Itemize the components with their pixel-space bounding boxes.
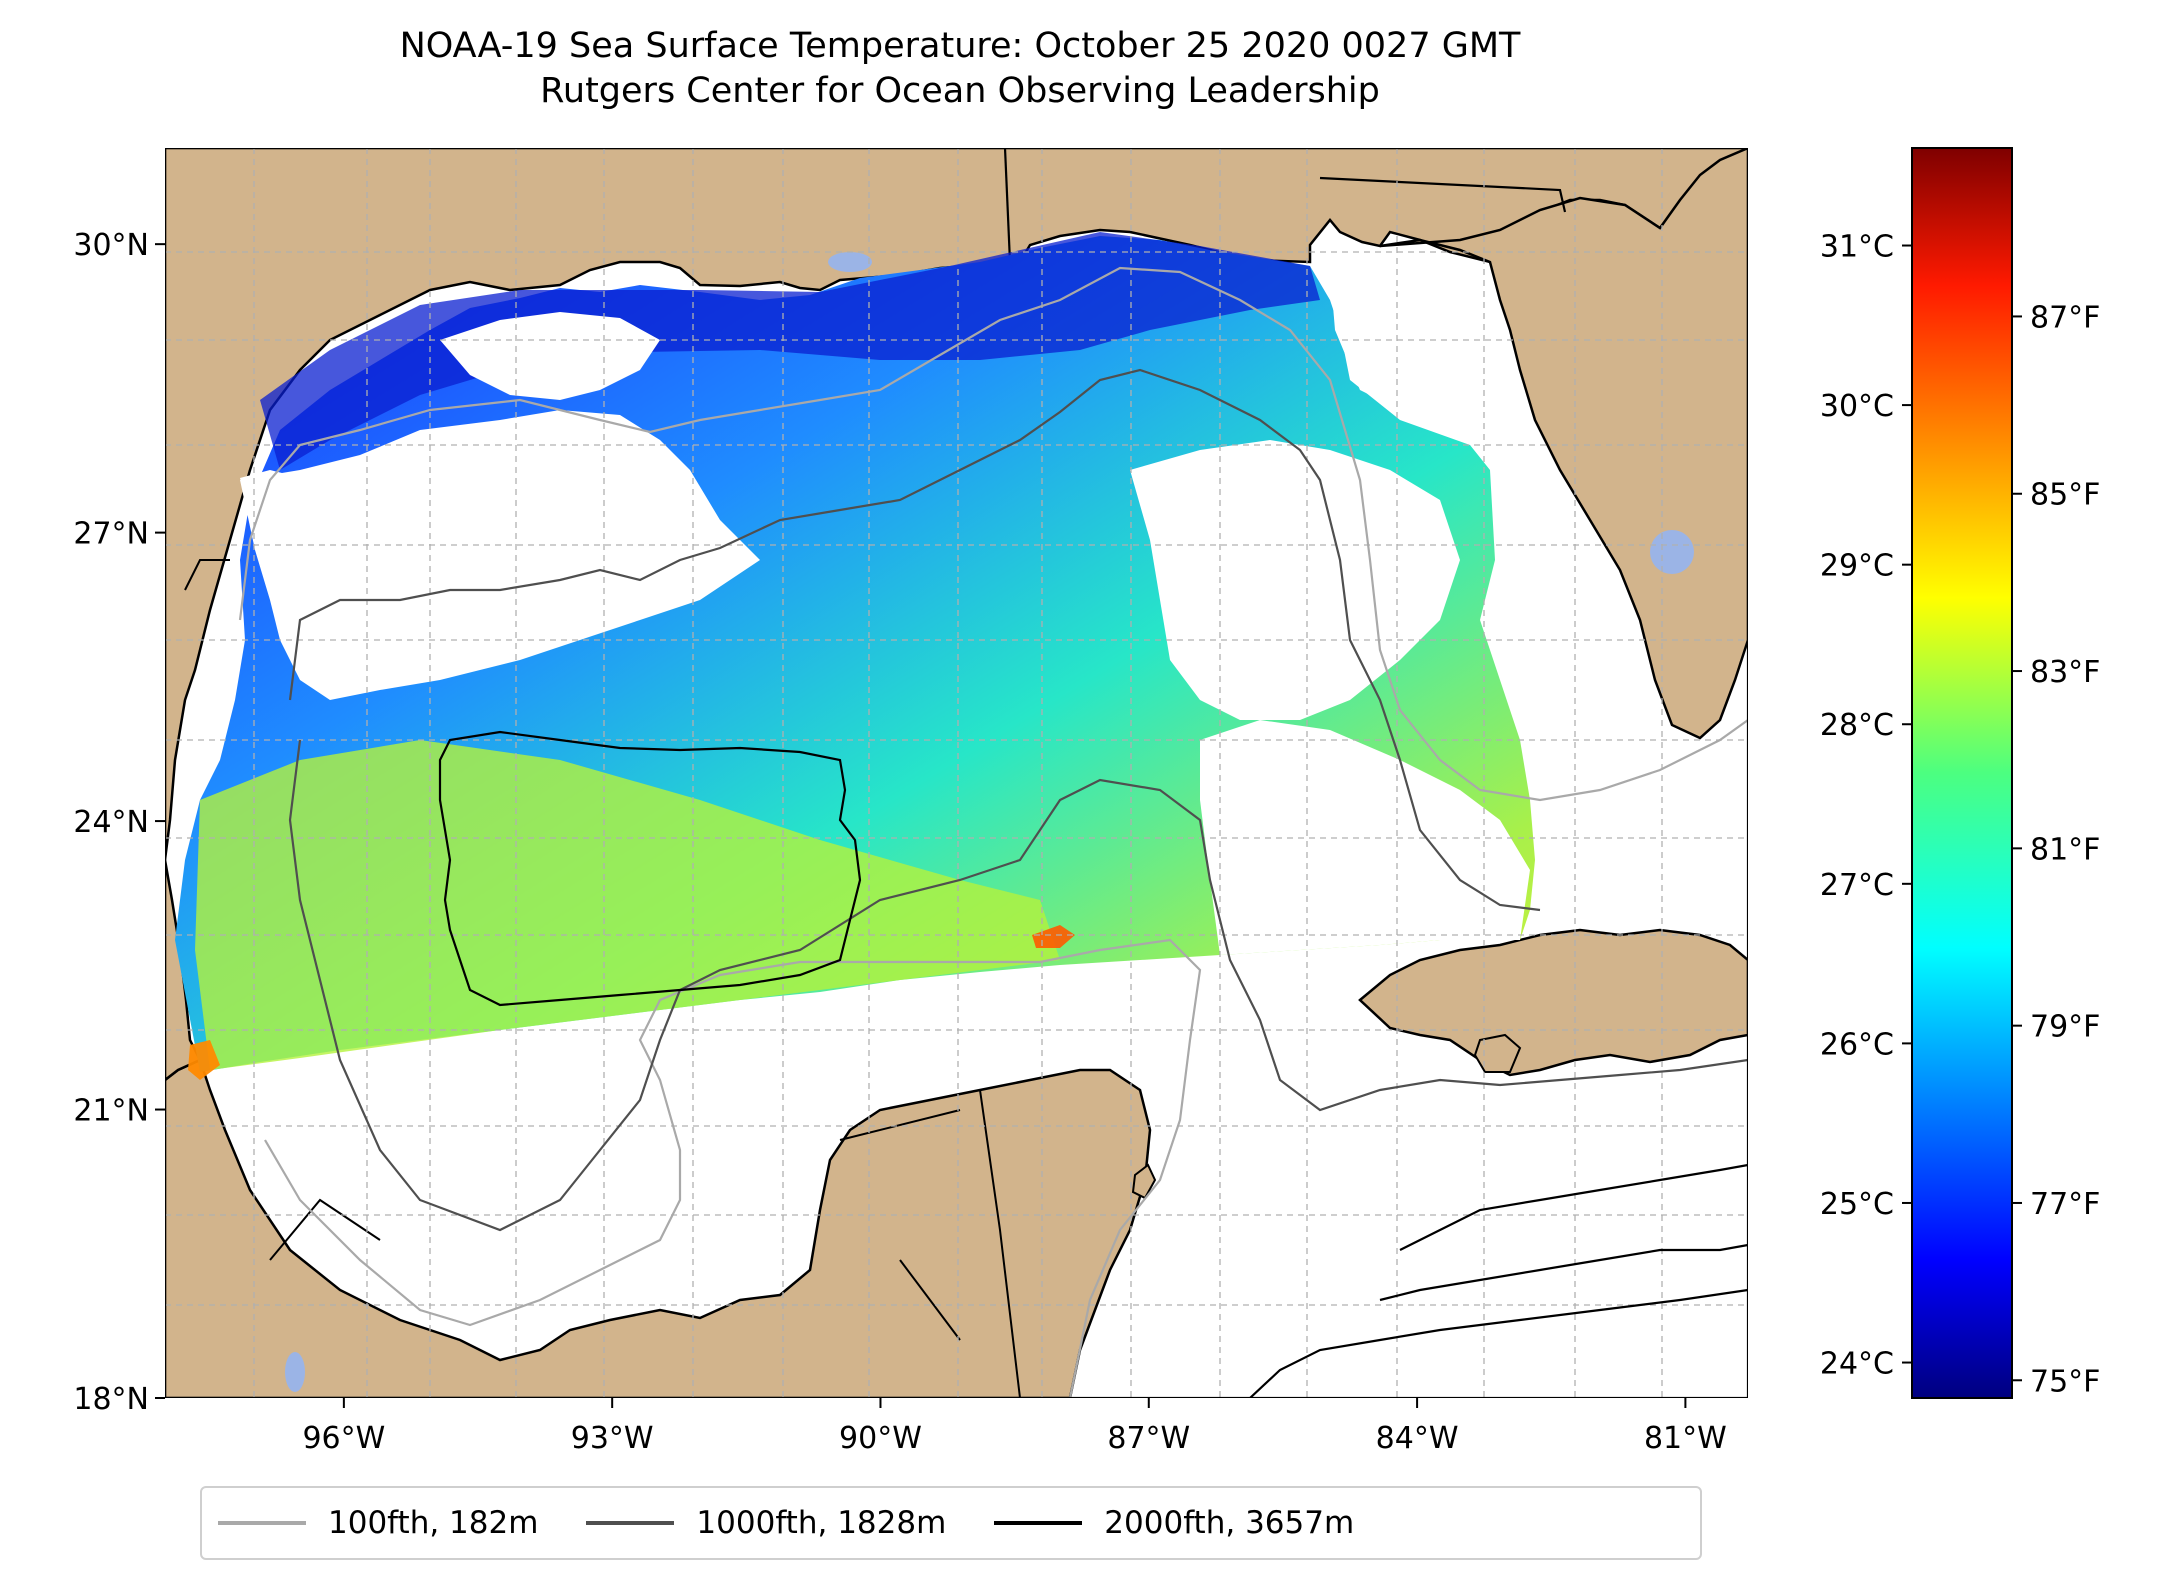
legend-line-swatch (994, 1521, 1083, 1525)
sst-swath-layer (175, 232, 1535, 1080)
lon-tick-label: 96°W (302, 1421, 385, 1456)
contour-legend: 100fth, 182m 1000fth, 1828m 2000fth, 3657m (200, 1486, 1702, 1560)
isobath-100fth (238, 266, 1748, 1398)
latitude-axis: 30°N 27°N 24°N 21°N 18°N (73, 228, 165, 1417)
isobath-1000fth (288, 368, 1748, 1232)
colorbar-c-label: 26°C (1820, 1027, 1894, 1062)
cozumel-land (1131, 1163, 1157, 1200)
colorbar-c-label: 24°C (1820, 1347, 1894, 1382)
country-border-us-mexico (184, 559, 230, 591)
colorbar-c-label: 25°C (1820, 1187, 1894, 1222)
title-line-2: Rutgers Center for Ocean Observing Leade… (540, 71, 1380, 111)
lon-tick-label: 84°W (1376, 1421, 1459, 1456)
state-border-ms (1003, 148, 1012, 263)
colorbar-f-label: 81°F (2030, 832, 2100, 867)
state-borders-mexico (269, 1089, 1021, 1398)
colorbar-f-label: 83°F (2030, 655, 2100, 690)
legend-entry: 1000fth, 1828m (586, 1505, 946, 1541)
colorbar-gradient (1911, 147, 2013, 1399)
colorbar-c-label: 29°C (1820, 549, 1894, 584)
lake-okeechobee (1650, 530, 1694, 574)
chart-title: NOAA-19 Sea Surface Temperature: October… (160, 24, 1760, 114)
lat-tick-label: 18°N (73, 1382, 149, 1417)
cloud-gap-west (240, 410, 760, 700)
bathymetry-contours (238, 266, 1748, 1398)
legend-line-swatch (586, 1521, 675, 1525)
colorbar: 31°C 30°C 29°C 28°C 27°C 26°C 25°C 24°C 87°F 85°… (1820, 147, 2100, 1399)
legend-entry: 2000fth, 3657m (994, 1505, 1354, 1541)
cloud-gap-northeast (1130, 440, 1460, 720)
colorbar-c-label: 30°C (1820, 389, 1894, 424)
colorbar-f-label: 87°F (2030, 300, 2100, 335)
colorbar-c-label: 31°C (1820, 230, 1894, 265)
lon-tick-label: 90°W (839, 1421, 922, 1456)
sst-coastal-cold-band (260, 232, 1320, 470)
legend-label: 100fth, 182m (328, 1505, 539, 1541)
isobath-2000fth (438, 730, 1748, 1398)
lat-tick-label: 27°N (73, 517, 149, 552)
lake-pontchartrain (828, 252, 872, 272)
mexico-west-coast-land (165, 859, 202, 1082)
florida-peninsula-land (1379, 148, 1748, 740)
sst-hot-spot-coast (188, 1040, 220, 1080)
colorbar-f-label: 75°F (2030, 1364, 2100, 1399)
isla-de-la-juventud-land (1473, 1033, 1522, 1073)
lon-tick-label: 93°W (571, 1421, 654, 1456)
sst-warm-patch-south (195, 740, 1060, 1070)
legend-label: 1000fth, 1828m (696, 1505, 947, 1541)
state-border-al-fl (1319, 176, 1567, 213)
lat-tick-label: 30°N (73, 228, 149, 263)
title-line-1: NOAA-19 Sea Surface Temperature: October… (399, 26, 1521, 66)
lat-tick-label: 24°N (73, 805, 149, 840)
colorbar-f-label: 77°F (2030, 1187, 2100, 1222)
colorbar-c-label: 28°C (1820, 708, 1894, 743)
legend-label: 2000fth, 3657m (1104, 1505, 1355, 1541)
lon-tick-label: 81°W (1644, 1421, 1727, 1456)
colorbar-f-label: 79°F (2030, 1010, 2100, 1045)
longitude-axis: 96°W 93°W 90°W 87°W 84°W 81°W (302, 1398, 1727, 1456)
colorbar-c-label: 27°C (1820, 868, 1894, 903)
lat-tick-label: 21°N (73, 1094, 149, 1129)
lon-tick-label: 87°W (1107, 1421, 1190, 1456)
sst-hot-spot (1032, 925, 1075, 948)
legend-line-swatch (218, 1521, 306, 1525)
colorbar-fahrenheit-axis: 87°F 85°F 83°F 81°F 79°F 77°F 75°F (2012, 300, 2100, 1399)
lake-laguna-madre (285, 1352, 305, 1392)
colorbar-celsius-axis: 31°C 30°C 29°C 28°C 27°C 26°C 25°C 24°C (1820, 230, 1912, 1382)
cloud-gap-north (440, 312, 660, 400)
cloud-gap-florida-shelf (1330, 270, 1495, 460)
cloud-gap-coastal-west (240, 470, 310, 520)
legend-entry: 100fth, 182m (218, 1505, 538, 1541)
colorbar-f-label: 85°F (2030, 478, 2100, 513)
